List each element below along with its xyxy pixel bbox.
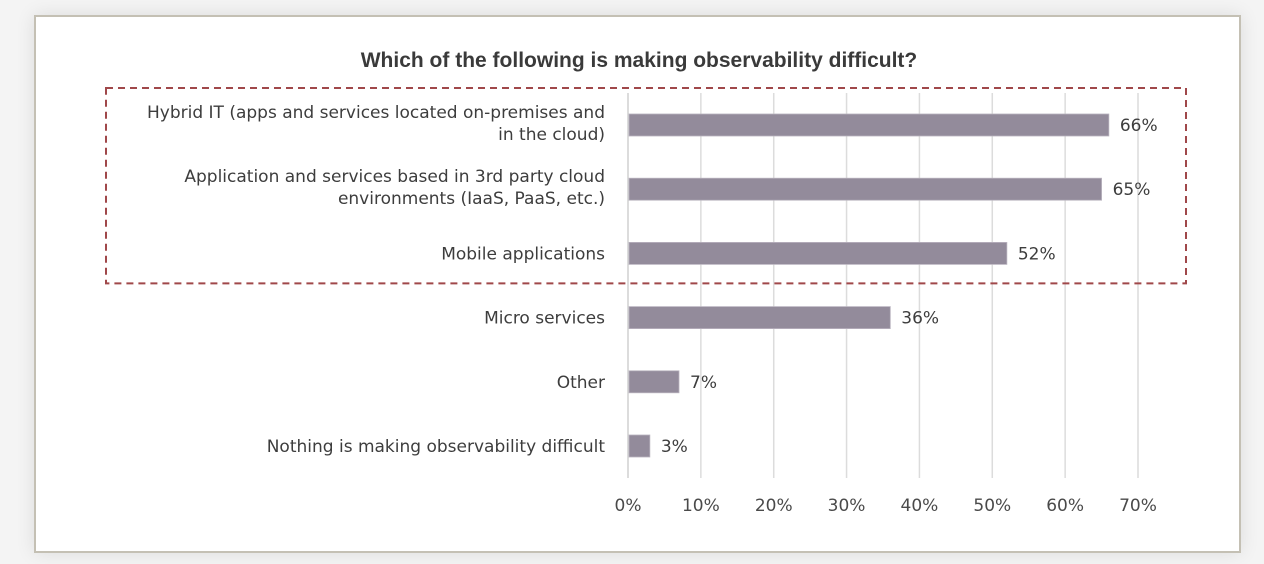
- chart-title: Which of the following is making observa…: [361, 49, 918, 72]
- x-tick-label: 30%: [828, 496, 866, 516]
- category-label: Application and services based in 3rd pa…: [184, 167, 605, 187]
- x-axis-ticks: 0% 10% 20% 30% 40% 50% 60% 70%: [615, 496, 1157, 516]
- x-tick-label: 20%: [755, 496, 793, 516]
- x-tick-label: 10%: [682, 496, 720, 516]
- gridlines: [627, 93, 1139, 478]
- category-label: Other: [557, 373, 605, 393]
- x-tick-label: 50%: [973, 496, 1011, 516]
- x-tick-label: 40%: [901, 496, 939, 516]
- data-label: 36%: [901, 309, 939, 329]
- bars: [628, 113, 1110, 458]
- x-tick-label: 0%: [615, 496, 642, 516]
- bar: [628, 434, 651, 458]
- data-label: 65%: [1113, 180, 1151, 200]
- data-label: 52%: [1018, 244, 1056, 264]
- highlight-box: [105, 87, 1187, 285]
- category-label: Mobile applications: [441, 244, 605, 264]
- bar: [628, 113, 1110, 137]
- data-labels: 66% 65% 52% 36% 7% 3%: [661, 116, 1158, 457]
- data-label: 7%: [690, 373, 717, 393]
- category-label: Hybrid IT (apps and services located on-…: [147, 103, 605, 123]
- x-tick-label: 60%: [1046, 496, 1084, 516]
- category-label: Micro services: [484, 309, 605, 329]
- data-label: 66%: [1120, 116, 1158, 136]
- bar: [628, 306, 891, 330]
- category-labels: Hybrid IT (apps and services located on-…: [147, 103, 605, 457]
- data-label: 3%: [661, 437, 688, 457]
- bar: [628, 370, 680, 394]
- bar: [628, 177, 1102, 201]
- category-label: environments (IaaS, PaaS, etc.): [338, 189, 605, 209]
- x-tick-label: 70%: [1119, 496, 1157, 516]
- category-label: in the cloud): [498, 125, 605, 145]
- category-label: Nothing is making observability difficul…: [267, 437, 606, 457]
- bar: [628, 241, 1008, 265]
